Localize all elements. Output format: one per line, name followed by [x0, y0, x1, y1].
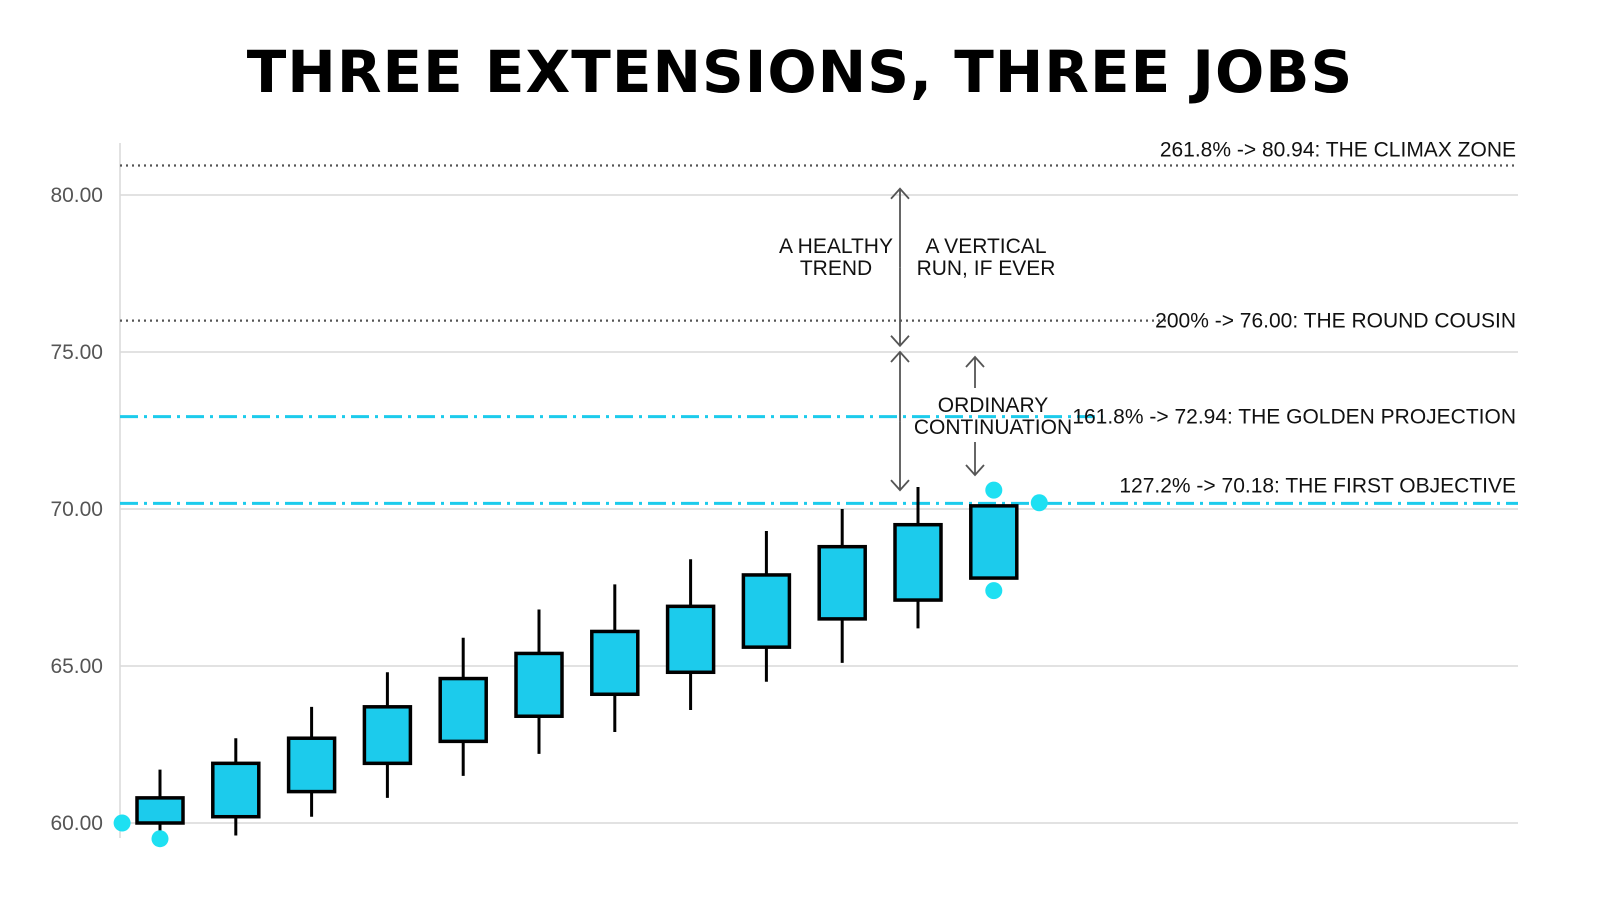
markers — [113, 481, 1048, 848]
annotation-healthy-trend: TREND — [800, 257, 872, 280]
ordinary-arrow-up-head — [965, 355, 985, 368]
level-label: 261.8% -> 80.94: THE CLIMAX ZONE — [1160, 138, 1516, 161]
arrow-down-head — [890, 479, 910, 492]
arrow-up-head — [890, 187, 910, 200]
annotation-ordinary-continuation: ORDINARY — [938, 394, 1048, 417]
highlight-dot — [113, 814, 131, 832]
candle-body — [286, 736, 337, 794]
arrow-down-head — [890, 335, 910, 348]
arrow-up-head — [890, 350, 910, 363]
y-tick-label: 70.00 — [50, 498, 103, 521]
candles — [135, 487, 1019, 836]
candle-body — [211, 761, 261, 819]
annotation-healthy-trend: A HEALTHY — [779, 235, 893, 258]
candle-body — [969, 504, 1019, 580]
gridlines: 60.00 65.00 70.00 75.00 80.00 — [50, 143, 1518, 838]
candle-body — [817, 544, 867, 621]
candle-body — [362, 705, 413, 766]
y-tick-label: 75.00 — [50, 341, 103, 364]
candle-body — [893, 522, 943, 602]
highlight-dot — [985, 481, 1003, 499]
candle-body — [135, 796, 185, 825]
candle-body — [438, 676, 488, 744]
annotation-vertical-run: RUN, IF EVER — [917, 257, 1056, 280]
candle-body — [741, 573, 792, 649]
annotation-ordinary-continuation: CONTINUATION — [914, 416, 1072, 439]
chart-title: THREE EXTENSIONS, THREE JOBS — [246, 38, 1354, 106]
candle-body — [590, 629, 640, 697]
candle-body — [665, 604, 716, 675]
level-label: 200% -> 76.00: THE ROUND COUSIN — [1155, 310, 1516, 333]
candle-body — [514, 651, 564, 718]
extension-levels: 261.8% -> 80.94: THE CLIMAX ZONE 200% -> … — [120, 138, 1518, 505]
y-tick-label: 60.00 — [50, 812, 103, 835]
level-label: 127.2% -> 70.18: THE FIRST OBJECTIVE — [1119, 474, 1516, 497]
ordinary-arrow-down-head — [965, 464, 985, 477]
level-label: 161.8% -> 72.94: THE GOLDEN PROJECTION — [1072, 406, 1516, 429]
y-tick-label: 80.00 — [50, 184, 103, 207]
highlight-dot — [151, 830, 169, 848]
highlight-dot — [985, 582, 1003, 600]
annotation-vertical-run: A VERTICAL — [926, 235, 1047, 258]
y-tick-label: 65.00 — [50, 655, 103, 678]
highlight-dot — [1030, 494, 1048, 512]
